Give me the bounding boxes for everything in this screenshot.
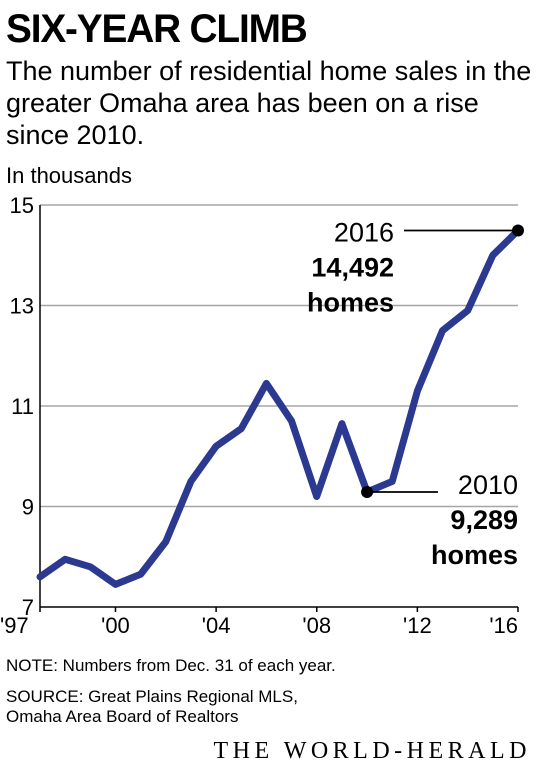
source-line-1: SOURCE: Great Plains Regional MLS, — [6, 687, 298, 706]
brand-logo: THE WORLD-HERALD — [213, 738, 531, 764]
annotation-unit-2010: homes — [431, 540, 518, 570]
marker-2010 — [361, 485, 374, 498]
annotation-unit-2016: homes — [307, 288, 394, 318]
annotation-year-2016: 2016 — [334, 218, 394, 248]
annotations: 2016 14,492 homes 2010 9,289 homes — [307, 218, 524, 570]
x-tick-label-2008: '08 — [302, 613, 331, 638]
y-tick-label-11: 11 — [11, 394, 34, 419]
y-tick-label-7: 7 — [22, 595, 34, 620]
line-chart: 7 9 11 13 15 '97 '00 '04 '08 '12 '16 2016 14,492 hom… — [0, 193, 524, 638]
y-tick-label-15: 15 — [10, 193, 34, 218]
x-tick-label-2000: '00 — [101, 613, 130, 638]
chart-title: SIX-YEAR CLIMB — [6, 7, 308, 51]
chart-subtitle: The number of residential home sales in … — [6, 56, 532, 150]
x-tick-label-2004: '04 — [202, 613, 231, 638]
grid-lines — [40, 204, 518, 508]
x-tick-label-2012: '12 — [403, 613, 432, 638]
axes: 7 9 11 13 15 '97 '00 '04 '08 '12 '16 — [0, 193, 519, 638]
units-label: In thousands — [6, 163, 132, 188]
source-text: SOURCE: Great Plains Regional MLS, Omaha… — [6, 687, 336, 727]
series-layer — [36, 227, 522, 588]
y-tick-label-9: 9 — [22, 495, 34, 520]
annotation-year-2010: 2010 — [458, 470, 518, 500]
source-line-2: Omaha Area Board of Realtors — [6, 707, 239, 726]
x-tick-label-1997: '97 — [0, 613, 29, 638]
note-text: NOTE: Numbers from Dec. 31 of each year. — [6, 656, 336, 675]
series-line-0 — [36, 227, 522, 588]
marker-2016 — [512, 224, 524, 237]
annotation-value-2016: 14,492 — [311, 253, 394, 283]
annotation-value-2010: 9,289 — [450, 505, 518, 535]
x-tick-label-2016: '16 — [489, 613, 518, 638]
y-tick-label-13: 13 — [10, 294, 34, 319]
